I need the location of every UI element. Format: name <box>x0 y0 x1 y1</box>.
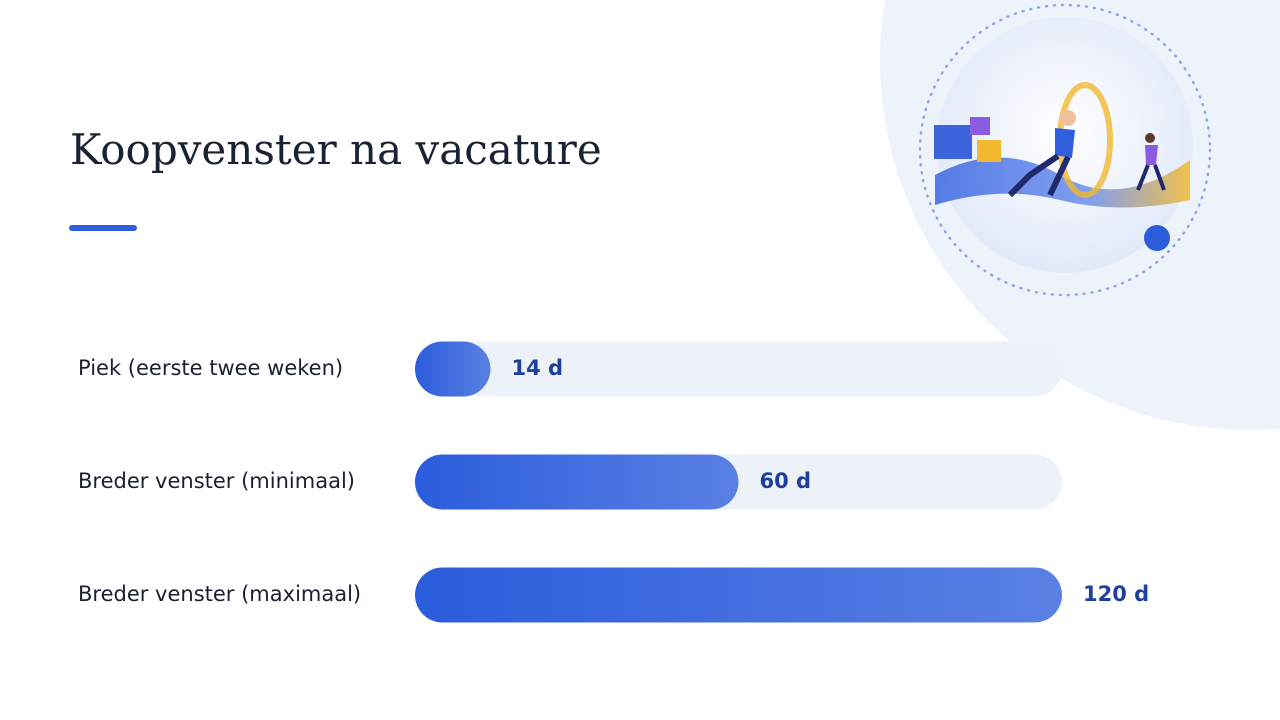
category-label: Piek (eerste twee weken) <box>78 356 343 380</box>
cube <box>977 140 1001 162</box>
accent-dot <box>1144 225 1170 251</box>
illustration <box>934 82 1190 208</box>
walker-body <box>1145 145 1158 165</box>
title-underline <box>69 225 137 231</box>
wave <box>935 157 1190 208</box>
bar <box>415 567 1062 623</box>
value-label: 14 d <box>511 356 563 380</box>
value-label: 120 d <box>1083 582 1149 606</box>
bar <box>415 341 491 397</box>
runner-head <box>1060 110 1076 126</box>
dotted-ring <box>918 3 1212 297</box>
cube <box>934 125 972 159</box>
chart-title: Koopvenster na vacature <box>70 125 602 174</box>
value-label: 60 d <box>760 469 812 493</box>
bar-track <box>415 341 1062 397</box>
category-label: Breder venster (maximaal) <box>78 582 361 606</box>
cube <box>970 117 990 135</box>
walker-legs <box>1136 164 1166 191</box>
walker-head <box>1145 133 1155 143</box>
runner-legs <box>1007 153 1071 198</box>
bar <box>415 454 739 510</box>
runner-body <box>1055 128 1075 158</box>
category-label: Breder venster (minimaal) <box>78 469 355 493</box>
